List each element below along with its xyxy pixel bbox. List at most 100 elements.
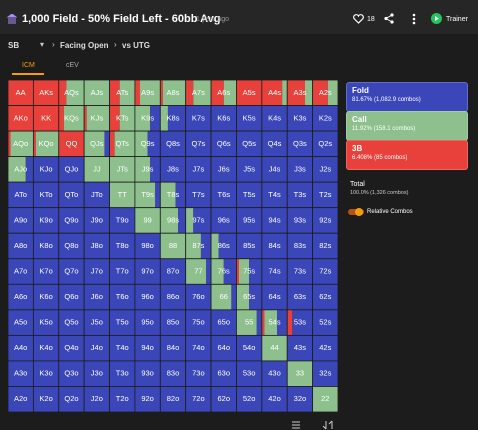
- strategy-strip: [287, 360, 313, 387]
- toggle[interactable]: [348, 208, 364, 216]
- share-button[interactable]: [384, 13, 394, 24]
- strategy-strip: [185, 335, 212, 361]
- strategy-strip: [261, 335, 288, 361]
- toggle-label: Relative Combos: [367, 209, 413, 215]
- hand-label: T5s: [243, 190, 256, 199]
- trainer-icon[interactable]: [431, 13, 442, 24]
- strategy-strip: [312, 309, 338, 336]
- strategy-strip: [134, 258, 161, 285]
- strategy-strip: [134, 80, 140, 106]
- hand-label: K4s: [268, 113, 281, 122]
- total-label: Total: [350, 181, 365, 188]
- hand-label: 33: [296, 369, 304, 378]
- strategy-strip: [8, 258, 34, 285]
- hand-label: K8o: [39, 241, 52, 250]
- hand-label: Q9o: [64, 215, 78, 224]
- strategy-strip: [327, 80, 338, 106]
- hand-label: 97s: [192, 215, 204, 224]
- strategy-strip: [312, 182, 338, 208]
- strategy-strip: [211, 156, 237, 183]
- strategy-strip: [261, 386, 288, 412]
- trainer[interactable]: Trainer: [446, 16, 468, 23]
- hand-label: A2s: [319, 88, 332, 97]
- strategy-strip: [185, 258, 206, 285]
- hand-label: J6o: [91, 292, 103, 301]
- hand-label: 93s: [294, 215, 306, 224]
- filter-dropdown[interactable]: vs UTG: [122, 41, 151, 50]
- strategy-strip: [261, 131, 288, 157]
- filter-dropdown[interactable]: Facing Open: [60, 41, 109, 50]
- hand-label: 22: [321, 394, 329, 403]
- tab-cev[interactable]: cEV: [66, 62, 79, 69]
- hand-label: J5o: [91, 318, 103, 327]
- menu-button[interactable]: [412, 13, 416, 25]
- strategy-strip: [287, 80, 305, 106]
- strategy-strip: [287, 233, 313, 259]
- strategy-strip: [236, 284, 250, 310]
- bottom-icons[interactable]: [290, 420, 340, 430]
- strategy-strip: [287, 258, 313, 285]
- hand-label: J8o: [91, 241, 103, 250]
- strategy-strip: [134, 207, 161, 234]
- like-button[interactable]: [353, 14, 364, 24]
- hand-label: J3s: [294, 164, 306, 173]
- hand-label: K8s: [167, 113, 180, 122]
- strategy-strip: [160, 233, 186, 259]
- strategy-strip: [58, 105, 64, 132]
- hand-label: K2s: [319, 113, 332, 122]
- hand-label: 52s: [319, 318, 331, 327]
- strategy-strip: [84, 80, 110, 106]
- hand-label: 77: [194, 267, 202, 276]
- strategy-strip: [8, 131, 11, 157]
- strategy-strip: [33, 207, 59, 234]
- strategy-strip: [33, 156, 59, 183]
- hand-label: 96o: [141, 292, 154, 301]
- hand-label: 66: [220, 292, 228, 301]
- filter-dropdown[interactable]: SB: [8, 41, 20, 50]
- strategy-strip: [264, 309, 278, 336]
- strategy-strip: [33, 105, 59, 132]
- hand-label: J4o: [91, 343, 103, 352]
- hand-label: J7o: [91, 267, 103, 276]
- hand-label: Q8s: [166, 139, 180, 148]
- strategy-strip: [231, 284, 237, 310]
- strategy-strip: [236, 131, 262, 157]
- strategy-strip: [185, 105, 212, 132]
- strategy-strip: [160, 156, 186, 183]
- hand-label: 44: [270, 343, 278, 352]
- strategy-strip: [155, 182, 161, 208]
- strategy-strip: [33, 80, 59, 106]
- strategy-strip: [160, 386, 186, 412]
- legend-detail: 11.92% (158.1 combos): [352, 126, 416, 132]
- strategy-strip: [58, 156, 85, 183]
- strategy-strip: [261, 182, 288, 208]
- hand-label: 75s: [243, 267, 255, 276]
- strategy-strip: [175, 182, 186, 208]
- strategy-strip: [261, 105, 288, 132]
- strategy-strip: [33, 284, 59, 310]
- hand-label: KTo: [40, 190, 53, 199]
- tab-icm[interactable]: ICM: [22, 62, 35, 69]
- hand-label: K2o: [39, 394, 52, 403]
- hand-label: 62o: [218, 394, 231, 403]
- hand-label: 84s: [268, 241, 280, 250]
- strategy-strip: [84, 386, 110, 412]
- legend-detail: 6.408% (85 combos): [352, 155, 408, 161]
- strategy-strip: [236, 233, 262, 259]
- strategy-strip: [256, 309, 262, 336]
- strategy-strip: [312, 335, 338, 361]
- strategy-strip: [236, 207, 262, 234]
- strategy-strip: [160, 284, 186, 310]
- hand-label: ATo: [15, 190, 27, 199]
- strategy-strip: [249, 258, 262, 285]
- hand-label: J4s: [269, 164, 281, 173]
- hand-label: 76o: [192, 292, 205, 301]
- hand-label: 74s: [268, 267, 280, 276]
- hand-label: JTo: [91, 190, 103, 199]
- strategy-strip: [86, 105, 110, 132]
- hand-label: 99: [143, 215, 151, 224]
- strategy-strip: [223, 80, 237, 106]
- hand-label: K4o: [39, 343, 52, 352]
- hand-label: 62s: [319, 292, 331, 301]
- legend-item: 3B 6.408% (85 combos): [346, 140, 468, 170]
